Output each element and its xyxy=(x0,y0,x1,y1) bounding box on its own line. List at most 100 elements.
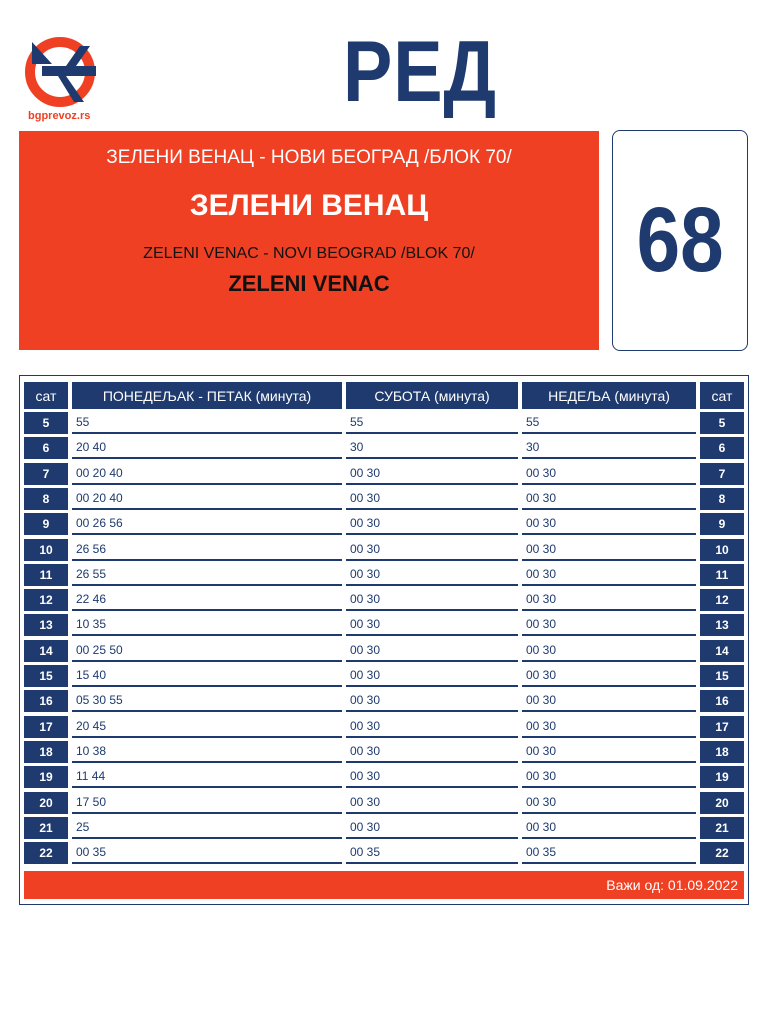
saturday-minutes-cell: 00 30 xyxy=(346,640,518,662)
sunday-minutes-cell: 00 30 xyxy=(522,614,696,637)
weekday-minutes-cell: 17 50 xyxy=(72,792,342,814)
hour-cell-left: 16 xyxy=(24,690,68,713)
weekday-minutes-cell: 20 40 xyxy=(72,437,342,460)
line-number: 68 xyxy=(636,189,724,291)
stop-name-latin: ZELENI VENAC xyxy=(228,271,390,296)
sunday-minutes-cell: 00 30 xyxy=(522,640,696,662)
table-row: 5 55 55 55 5 xyxy=(20,411,748,436)
table-row: 22 00 35 00 35 00 35 22 xyxy=(20,841,748,866)
sunday-minutes-cell: 00 30 xyxy=(522,690,696,713)
hour-cell-left: 15 xyxy=(24,665,68,687)
saturday-minutes-cell: 00 30 xyxy=(346,690,518,713)
hour-cell-left: 9 xyxy=(24,513,68,536)
stop-name-cyrillic: ЗЕЛЕНИ ВЕНАЦ xyxy=(189,189,429,222)
table-row: 19 11 44 00 30 00 30 19 xyxy=(20,765,748,790)
saturday-minutes-cell: 00 30 xyxy=(346,513,518,536)
table-row: 7 00 20 40 00 30 00 30 7 xyxy=(20,462,748,487)
hour-cell-right: 16 xyxy=(700,690,744,713)
weekday-minutes-cell: 15 40 xyxy=(72,665,342,687)
saturday-minutes-cell: 00 30 xyxy=(346,665,518,687)
hour-cell-left: 8 xyxy=(24,487,68,510)
hour-cell-left: 10 xyxy=(24,538,68,561)
sunday-minutes-cell: 55 xyxy=(522,412,696,434)
sunday-minutes-cell: 00 30 xyxy=(522,766,696,789)
header-hour-left: сат xyxy=(24,382,68,409)
saturday-minutes-cell: 00 30 xyxy=(346,614,518,637)
bgprevoz-logo xyxy=(25,37,96,107)
sunday-minutes-cell: 30 xyxy=(522,437,696,460)
weekday-minutes-cell: 00 20 40 xyxy=(72,488,342,510)
hour-cell-right: 14 xyxy=(700,639,744,662)
saturday-minutes-cell: 00 30 xyxy=(346,589,518,612)
header-weekday: ПОНЕДЕЉАК - ПЕТАК (минута) xyxy=(72,382,342,409)
weekday-minutes-cell: 25 xyxy=(72,817,342,839)
table-row: 12 22 46 00 30 00 30 12 xyxy=(20,588,748,613)
hour-cell-left: 7 xyxy=(24,462,68,485)
hour-cell-right: 15 xyxy=(700,665,744,687)
weekday-minutes-cell: 22 46 xyxy=(72,589,342,612)
line-number-box: 68 xyxy=(612,130,748,351)
hour-cell-left: 11 xyxy=(24,563,68,586)
table-row: 17 20 45 00 30 00 30 17 xyxy=(20,715,748,740)
hour-cell-right: 7 xyxy=(700,462,744,485)
timetable: сат ПОНЕДЕЉАК - ПЕТАК (минута) СУБОТА (м… xyxy=(19,375,749,905)
saturday-minutes-cell: 00 35 xyxy=(346,842,518,865)
hour-cell-left: 20 xyxy=(24,791,68,814)
sunday-minutes-cell: 00 30 xyxy=(522,463,696,485)
table-row: 6 20 40 30 30 6 xyxy=(20,436,748,461)
table-row: 21 25 00 30 00 30 21 xyxy=(20,816,748,841)
hour-cell-left: 18 xyxy=(24,740,68,763)
hour-cell-right: 6 xyxy=(700,437,744,460)
valid-from-bar: Важи од: 01.09.2022 xyxy=(24,871,744,899)
table-row: 16 05 30 55 00 30 00 30 16 xyxy=(20,689,748,714)
weekday-minutes-cell: 10 38 xyxy=(72,741,342,763)
saturday-minutes-cell: 00 30 xyxy=(346,792,518,814)
weekday-minutes-cell: 00 25 50 xyxy=(72,640,342,662)
hour-cell-left: 14 xyxy=(24,639,68,662)
weekday-minutes-cell: 26 55 xyxy=(72,564,342,586)
table-row: 20 17 50 00 30 00 30 20 xyxy=(20,791,748,816)
sunday-minutes-cell: 00 30 xyxy=(522,741,696,763)
weekday-minutes-cell: 00 20 40 xyxy=(72,463,342,485)
hour-cell-left: 19 xyxy=(24,766,68,789)
hour-cell-right: 5 xyxy=(700,412,744,434)
table-row: 8 00 20 40 00 30 00 30 8 xyxy=(20,487,748,512)
route-banner: ЗЕЛЕНИ ВЕНАЦ - НОВИ БЕОГРАД /БЛОК 70/ ЗЕ… xyxy=(19,131,599,350)
hour-cell-right: 11 xyxy=(700,563,744,586)
hour-cell-left: 22 xyxy=(24,842,68,865)
sunday-minutes-cell: 00 30 xyxy=(522,488,696,510)
sunday-minutes-cell: 00 30 xyxy=(522,513,696,536)
hour-cell-left: 5 xyxy=(24,412,68,434)
hour-cell-left: 17 xyxy=(24,715,68,738)
valid-from-text: Важи од: 01.09.2022 xyxy=(606,877,738,893)
saturday-minutes-cell: 00 30 xyxy=(346,716,518,738)
saturday-minutes-cell: 00 30 xyxy=(346,564,518,586)
sunday-minutes-cell: 00 30 xyxy=(522,817,696,839)
weekday-minutes-cell: 00 26 56 xyxy=(72,513,342,536)
hour-cell-right: 21 xyxy=(700,816,744,839)
hour-cell-left: 21 xyxy=(24,816,68,839)
sunday-minutes-cell: 00 30 xyxy=(522,589,696,612)
table-row: 13 10 35 00 30 00 30 13 xyxy=(20,613,748,638)
saturday-minutes-cell: 00 30 xyxy=(346,488,518,510)
saturday-minutes-cell: 55 xyxy=(346,412,518,434)
table-row: 15 15 40 00 30 00 30 15 xyxy=(20,664,748,689)
saturday-minutes-cell: 00 30 xyxy=(346,817,518,839)
table-row: 18 10 38 00 30 00 30 18 xyxy=(20,740,748,765)
weekday-minutes-cell: 55 xyxy=(72,412,342,434)
hour-cell-right: 9 xyxy=(700,513,744,536)
table-row: 14 00 25 50 00 30 00 30 14 xyxy=(20,639,748,664)
sunday-minutes-cell: 00 30 xyxy=(522,539,696,561)
sunday-minutes-cell: 00 30 xyxy=(522,665,696,687)
sunday-minutes-cell: 00 30 xyxy=(522,564,696,586)
saturday-minutes-cell: 00 30 xyxy=(346,766,518,789)
header-hour-right: сат xyxy=(700,382,744,409)
saturday-minutes-cell: 00 30 xyxy=(346,463,518,485)
hour-cell-right: 12 xyxy=(700,589,744,612)
route-name-latin: ZELENI VENAC - NOVI BEOGRAD /BLOK 70/ xyxy=(143,245,475,262)
header-saturday: СУБОТА (минута) xyxy=(346,382,518,409)
weekday-minutes-cell: 26 56 xyxy=(72,539,342,561)
hour-cell-right: 18 xyxy=(700,740,744,763)
hour-cell-left: 13 xyxy=(24,614,68,637)
sunday-minutes-cell: 00 30 xyxy=(522,716,696,738)
